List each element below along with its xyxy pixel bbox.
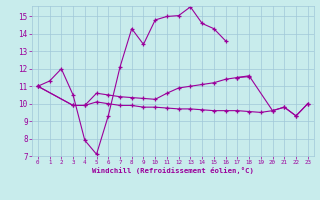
X-axis label: Windchill (Refroidissement éolien,°C): Windchill (Refroidissement éolien,°C) xyxy=(92,167,254,174)
